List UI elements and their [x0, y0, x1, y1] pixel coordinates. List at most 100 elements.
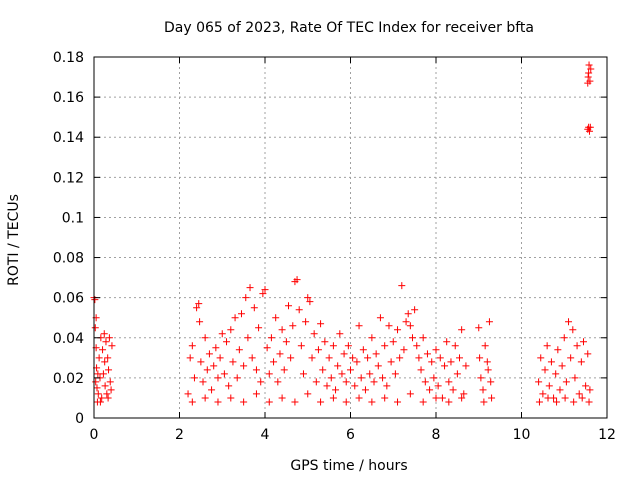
- data-point: [325, 354, 333, 362]
- data-point: [383, 382, 391, 390]
- data-point: [567, 354, 575, 362]
- data-point: [340, 350, 348, 358]
- data-point: [413, 342, 421, 350]
- data-point: [560, 334, 568, 342]
- data-point: [317, 320, 325, 328]
- data-point: [415, 354, 423, 362]
- grid-lines: [94, 57, 607, 418]
- data-point: [338, 370, 346, 378]
- x-tick-label: 8: [432, 427, 441, 443]
- data-point: [201, 334, 209, 342]
- data-point: [575, 390, 583, 398]
- data-point: [553, 398, 561, 406]
- data-point: [539, 390, 547, 398]
- data-point: [308, 354, 316, 362]
- data-point: [565, 318, 573, 326]
- y-tick-label: 0.04: [53, 331, 84, 347]
- data-point: [561, 394, 569, 402]
- data-point: [361, 386, 369, 394]
- data-point: [319, 366, 327, 374]
- data-point: [428, 358, 436, 366]
- y-tick-label: 0.18: [53, 50, 84, 66]
- x-tick-label: 10: [513, 427, 531, 443]
- data-point: [374, 362, 382, 370]
- data-point: [484, 366, 492, 374]
- data-point: [458, 394, 466, 402]
- y-tick-label: 0.16: [53, 90, 84, 106]
- data-point: [91, 324, 99, 332]
- data-point: [376, 314, 384, 322]
- y-tick-label: 0.02: [53, 371, 84, 387]
- data-point: [347, 366, 354, 374]
- data-point: [105, 334, 113, 342]
- data-point: [107, 386, 115, 394]
- data-point: [327, 374, 335, 382]
- data-point: [483, 358, 491, 366]
- data-point: [237, 310, 245, 318]
- data-point: [586, 386, 594, 394]
- data-point: [289, 322, 297, 330]
- data-point: [417, 366, 425, 374]
- y-tick-label: 0.08: [53, 251, 84, 267]
- data-point: [103, 390, 111, 398]
- data-point: [421, 378, 429, 386]
- data-point: [445, 398, 453, 406]
- data-point: [475, 324, 483, 332]
- data-point: [231, 314, 239, 322]
- data-point: [586, 123, 594, 131]
- data-point: [265, 398, 273, 406]
- data-point: [394, 398, 402, 406]
- data-point: [460, 390, 468, 398]
- data-point: [223, 338, 231, 346]
- data-point: [449, 386, 457, 394]
- data-point: [285, 302, 293, 310]
- data-point: [353, 358, 361, 366]
- data-point: [436, 354, 444, 362]
- data-point: [235, 346, 243, 354]
- data-point: [101, 382, 109, 390]
- data-point: [368, 334, 376, 342]
- x-tick-label: 6: [346, 427, 355, 443]
- data-point: [96, 398, 104, 406]
- data-point: [214, 374, 222, 382]
- data-point: [210, 362, 218, 370]
- data-point: [220, 370, 228, 378]
- data-point: [225, 382, 233, 390]
- data-point: [188, 342, 196, 350]
- data-point: [248, 354, 256, 362]
- data-point: [585, 61, 593, 69]
- data-point: [92, 378, 100, 386]
- data-point: [585, 127, 593, 135]
- data-point: [100, 330, 108, 338]
- data-point: [381, 342, 389, 350]
- data-point: [438, 394, 446, 402]
- data-point: [104, 394, 112, 402]
- data-point: [577, 358, 585, 366]
- data-point: [184, 390, 192, 398]
- data-point: [480, 398, 488, 406]
- data-point: [406, 390, 414, 398]
- data-point: [99, 346, 107, 354]
- data-point: [329, 342, 337, 350]
- data-point: [587, 65, 595, 73]
- data-point: [274, 378, 282, 386]
- data-point: [570, 398, 578, 406]
- data-point: [334, 362, 342, 370]
- data-point: [291, 398, 299, 406]
- data-point: [336, 330, 344, 338]
- data-point: [396, 354, 404, 362]
- data-point: [571, 374, 579, 382]
- data-point: [214, 398, 222, 406]
- data-point: [101, 358, 109, 366]
- data-point: [344, 342, 352, 350]
- data-point: [579, 338, 587, 346]
- data-point: [201, 394, 209, 402]
- data-point: [447, 358, 455, 366]
- y-tick-label: 0.12: [53, 170, 84, 186]
- data-point: [342, 378, 350, 386]
- x-tick-label: 0: [90, 427, 99, 443]
- x-tick-label: 2: [175, 427, 184, 443]
- data-point: [208, 386, 216, 394]
- x-tick-label: 12: [598, 427, 616, 443]
